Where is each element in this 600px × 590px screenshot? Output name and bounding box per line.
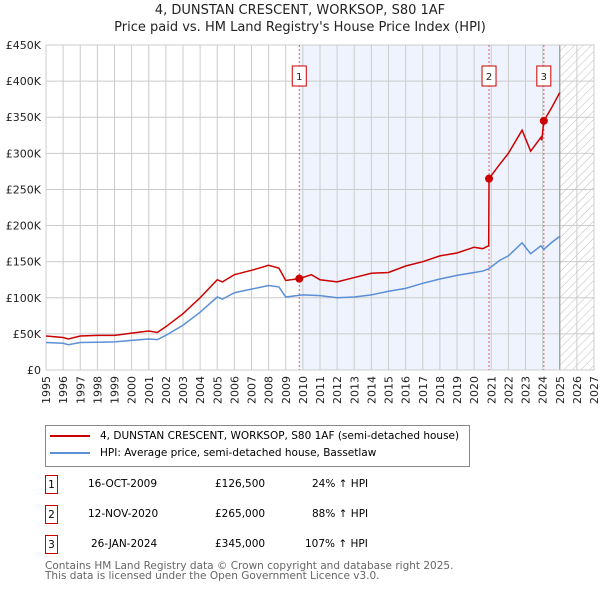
series-line [45,92,561,340]
x-tick-label: 1997 [74,376,87,404]
y-tick-label: £300K [6,147,42,160]
x-tick-label: 2020 [468,376,481,404]
series-line [45,235,561,346]
x-tick-label: 2017 [417,376,430,404]
sale-row: 1 16-OCT-2009 £126,500 24% ↑ HPI [45,475,465,495]
x-tick-label: 2014 [365,376,378,404]
x-tick-label: 2000 [126,376,139,404]
x-tick-label: 2008 [263,376,276,404]
x-tick-label: 2005 [211,376,224,404]
sale-price: £345,000 [215,538,266,550]
sale-point [539,116,548,125]
x-tick-label: 2025 [554,376,567,404]
legend: 4, DUNSTAN CRESCENT, WORKSOP, S80 1AF (s… [45,425,470,467]
sale-date: 12-NOV-2020 [88,508,159,520]
sale-label-number: 3 [541,72,547,83]
x-tick-label: 2026 [571,376,584,404]
sale-number-badge: 1 [45,475,58,494]
x-tick-label: 2012 [331,376,344,404]
y-tick-label: £450K [6,39,42,52]
sale-row: 2 12-NOV-2020 £265,000 88% ↑ HPI [45,505,465,525]
legend-label: 4, DUNSTAN CRESCENT, WORKSOP, S80 1AF (s… [100,430,460,442]
x-tick-label: 2010 [297,376,310,404]
sale-point [485,174,494,183]
legend-item-property: 4, DUNSTAN CRESCENT, WORKSOP, S80 1AF (s… [50,430,459,442]
sale-label-number: 1 [296,72,302,83]
x-tick-label: 2024 [537,376,550,404]
sale-hpi-change: 24% ↑ HPI [312,478,369,490]
footer-licence: This data is licensed under the Open Gov… [45,570,380,582]
x-tick-label: 1995 [40,376,53,404]
footer-copyright: Contains HM Land Registry data © Crown c… [45,560,454,572]
legend-swatch [50,435,90,437]
y-tick-label: £350K [6,111,42,124]
sale-hpi-change: 88% ↑ HPI [312,508,369,520]
sale-hpi-change: 107% ↑ HPI [305,538,368,550]
y-tick-label: £400K [6,75,42,88]
x-tick-label: 2021 [485,376,498,404]
x-tick-label: 2016 [400,376,413,404]
x-tick-label: 2019 [451,376,464,404]
shaded-ownership-region [299,45,560,370]
x-tick-label: 2001 [143,376,156,404]
sale-label-box [481,65,497,87]
legend-label: HPI: Average price, semi-detached house,… [100,447,377,459]
x-tick-label: 2011 [314,376,327,404]
sale-row: 3 26-JAN-2024 £345,000 107% ↑ HPI [45,535,465,555]
y-tick-label: £250K [6,183,42,196]
sale-date: 26-JAN-2024 [91,538,158,550]
x-tick-label: 2023 [520,376,533,404]
chart-subtitle: Price paid vs. HM Land Registry's House … [114,20,486,35]
sale-number-badge: 2 [45,505,58,524]
sale-price: £126,500 [215,478,266,490]
y-tick-label: £50K [13,328,42,341]
x-tick-label: 2009 [280,376,293,404]
x-tick-label: 1998 [91,376,104,404]
y-tick-label: £200K [6,220,42,233]
y-tick-label: £0 [27,364,41,377]
x-tick-label: 2003 [177,376,190,404]
x-tick-label: 2004 [194,376,207,404]
sale-label-number: 2 [486,72,492,83]
legend-item-hpi: HPI: Average price, semi-detached house,… [50,447,376,459]
y-tick-label: £100K [6,292,42,305]
legend-swatch [50,452,90,454]
footer: Contains HM Land Registry data © Crown c… [45,560,454,582]
chart-title: 4, DUNSTAN CRESCENT, WORKSOP, S80 1AF [154,3,446,18]
x-tick-label: 2002 [160,376,173,404]
y-tick-label: £150K [6,256,42,269]
x-tick-label: 2018 [434,376,447,404]
sale-point [295,274,304,283]
sale-label-box [536,65,552,87]
x-tick-label: 1999 [109,376,122,404]
x-tick-label: 2013 [348,376,361,404]
x-tick-label: 2027 [588,376,600,404]
x-tick-label: 2015 [383,376,396,404]
plot-area: 1995 1996 1997 1998 1999 2000 2001 2002 2003 2004… [6,39,600,404]
plot-border [45,44,595,371]
x-tick-label: 1996 [57,376,70,404]
x-tick-label: 2007 [246,376,259,404]
sale-label-box [291,65,307,87]
sale-date: 16-OCT-2009 [88,478,157,490]
x-tick-label: 2006 [228,376,241,404]
sale-number-badge: 3 [45,535,58,554]
sale-price: £265,000 [215,508,266,520]
x-tick-label: 2022 [502,376,515,404]
